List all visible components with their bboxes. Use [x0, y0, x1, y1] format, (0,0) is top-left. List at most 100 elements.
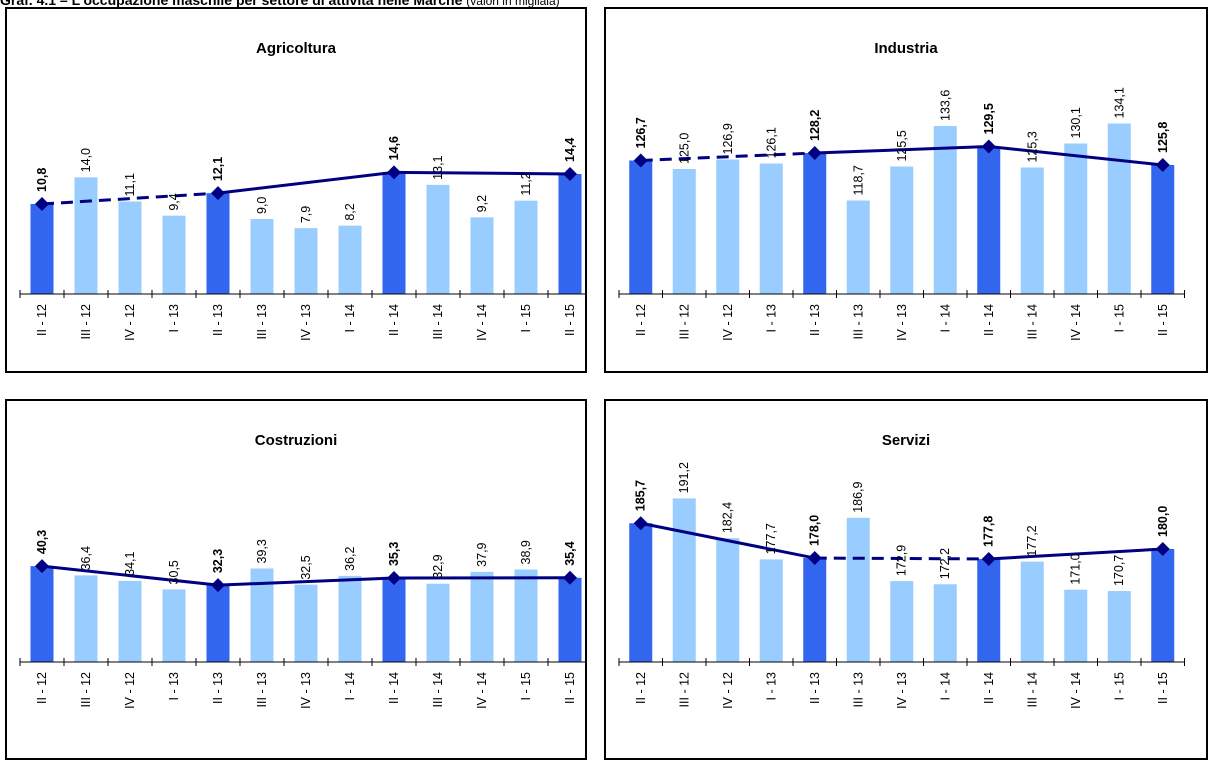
category-label: I - 15 — [1112, 304, 1126, 333]
category-label: IV - 12 — [721, 672, 735, 709]
value-label: 35,3 — [387, 542, 401, 566]
trend-segment — [217, 170, 395, 195]
servizi-chart-title: Servizi — [882, 432, 930, 449]
page-title-text: Graf. 4.1 – L'occupazione maschile per s… — [0, 0, 463, 8]
chart-panel-agricoltura: Agricoltura II - 12 III - 12 IV - 12 I - 13 I… — [5, 7, 587, 373]
value-label: 134,1 — [1112, 87, 1126, 118]
value-label: 126,1 — [764, 127, 778, 158]
category-label: III - 12 — [79, 672, 93, 707]
category-label: IV - 14 — [1069, 304, 1083, 341]
bar-6 — [846, 200, 870, 294]
trend-segment — [814, 145, 989, 155]
value-label: 9,0 — [255, 197, 269, 214]
trend-marker — [807, 146, 822, 160]
category-label: III - 14 — [1025, 672, 1039, 707]
category-label: II - 12 — [634, 672, 648, 704]
value-label: 38,9 — [519, 540, 533, 564]
bar-10 — [1020, 561, 1044, 662]
bar-13 — [1151, 165, 1175, 294]
category-label: I - 15 — [519, 304, 533, 333]
value-label: 118,7 — [851, 165, 865, 195]
bar-11 — [1064, 589, 1088, 662]
trend-segment — [393, 170, 571, 176]
bar-7 — [294, 584, 318, 662]
agricoltura-chart-svg: Agricoltura II - 12 III - 12 IV - 12 I - 13 I… — [19, 40, 585, 341]
bar-8 — [338, 575, 362, 662]
bar-2 — [74, 575, 98, 662]
category-label: I - 14 — [343, 672, 357, 701]
category-label: IV - 13 — [895, 304, 909, 341]
value-label: 36,2 — [343, 547, 357, 571]
value-label: 186,9 — [851, 481, 865, 512]
category-label: III - 12 — [79, 304, 93, 339]
value-label: 9,4 — [167, 193, 181, 210]
trend-segment — [814, 556, 989, 561]
category-label: I - 14 — [938, 672, 952, 701]
bar-1 — [30, 566, 54, 662]
category-label: II - 14 — [387, 304, 401, 336]
value-label: 172,2 — [938, 548, 952, 579]
bar-4 — [759, 163, 783, 294]
category-label: I - 13 — [764, 304, 778, 333]
trend-segment — [640, 521, 816, 560]
bar-2 — [672, 498, 696, 662]
category-label: I - 14 — [938, 304, 952, 333]
value-label: 125,8 — [1156, 122, 1170, 153]
category-label: III - 13 — [851, 304, 865, 339]
category-label: II - 14 — [387, 672, 401, 704]
value-label: 170,7 — [1112, 555, 1126, 586]
trend-marker — [35, 559, 49, 574]
value-label: 32,5 — [299, 555, 313, 579]
category-label: IV - 13 — [299, 672, 313, 709]
bar-2 — [74, 177, 98, 294]
trend-marker — [633, 153, 648, 168]
category-label: II - 15 — [563, 672, 577, 704]
value-label: 133,6 — [938, 90, 952, 121]
category-label: IV - 13 — [895, 672, 909, 709]
trend-marker — [633, 516, 648, 531]
category-label: II - 14 — [982, 672, 996, 704]
category-label: II - 13 — [808, 672, 822, 704]
trend-segment — [217, 576, 395, 587]
value-label: 7,9 — [299, 206, 313, 223]
category-label: II - 13 — [211, 304, 225, 336]
value-label: 130,1 — [1069, 107, 1083, 138]
trend-marker — [211, 186, 225, 201]
bar-13 — [1151, 549, 1175, 662]
bar-9 — [977, 558, 1001, 662]
trend-marker — [807, 551, 822, 566]
category-label: IV - 14 — [475, 304, 489, 341]
value-label: 11,1 — [123, 173, 137, 196]
category-label: III - 12 — [677, 672, 691, 707]
trend-segment — [41, 564, 219, 587]
trend-segment — [41, 191, 219, 206]
value-label: 177,8 — [982, 516, 996, 547]
bar-7 — [294, 228, 318, 294]
bar-9 — [977, 146, 1001, 294]
bar-6 — [846, 517, 870, 662]
bar-5 — [803, 153, 827, 294]
bar-4 — [759, 559, 783, 662]
agricoltura-chart-title: Agricoltura — [256, 40, 337, 57]
category-label: II - 13 — [808, 304, 822, 336]
category-label: II - 15 — [1156, 304, 1170, 336]
bar-12 — [514, 200, 538, 294]
industria-chart-svg: Industria II - 12 III - 12 IV - 12 I - 13 II … — [618, 40, 1185, 341]
bar-7 — [890, 581, 914, 662]
bar-2 — [672, 169, 696, 294]
value-label: 12,1 — [211, 157, 225, 181]
bar-13 — [558, 174, 582, 294]
trend-segment — [988, 547, 1163, 561]
value-label: 13,1 — [431, 155, 445, 179]
value-label: 129,5 — [982, 103, 996, 134]
bar-8 — [933, 584, 957, 662]
category-label: I - 13 — [167, 672, 181, 701]
bar-3 — [118, 580, 142, 662]
costruzioni-chart-title: Costruzioni — [255, 432, 338, 449]
value-label: 126,7 — [634, 117, 648, 148]
category-label: II - 12 — [634, 304, 648, 336]
value-label: 125,0 — [677, 133, 691, 164]
trend-marker — [1155, 542, 1170, 556]
value-label: 30,5 — [167, 560, 181, 584]
category-label: II - 14 — [982, 304, 996, 336]
